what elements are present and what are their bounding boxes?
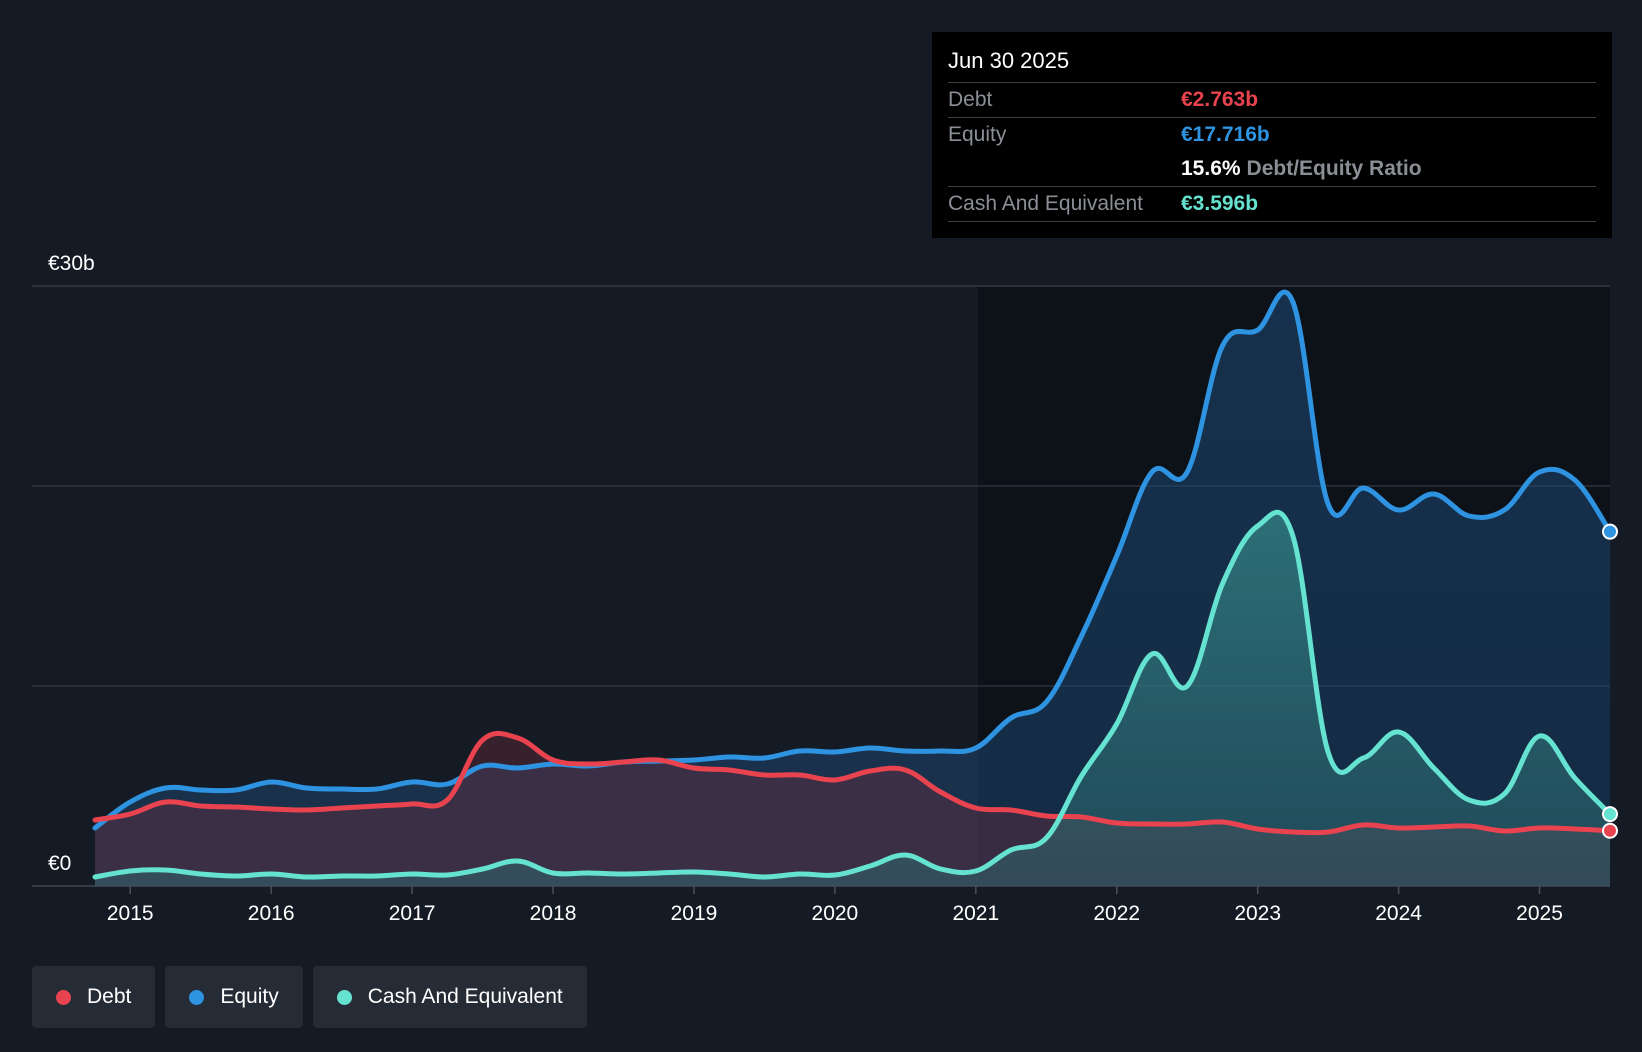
x-tick-label-2018: 2018: [530, 902, 577, 925]
tooltip-equity-row: Equity €17.716b: [948, 117, 1596, 152]
legend-label-cash: Cash And Equivalent: [367, 985, 563, 1008]
tooltip-debt-value: €2.763b: [1181, 88, 1259, 111]
x-tick-label-2016: 2016: [248, 902, 295, 925]
x-tick-label-2023: 2023: [1234, 902, 1281, 925]
legend-label-debt: Debt: [87, 985, 132, 1008]
equity-line: [92, 289, 1613, 831]
cash-line: [92, 509, 1613, 880]
tooltip-ratio-label: Debt/Equity Ratio: [1246, 157, 1422, 180]
x-tick-label-2017: 2017: [389, 902, 436, 925]
tooltip-equity-value: €17.716b: [1181, 123, 1270, 146]
x-tick-label-2020: 2020: [812, 902, 859, 925]
tooltip-debt-label: Debt: [948, 88, 993, 111]
legend-item-debt[interactable]: Debt: [32, 966, 156, 1028]
tooltip-cash-row: Cash And Equivalent €3.596b: [948, 186, 1596, 222]
tooltip-ratio-row: 15.6% Debt/Equity Ratio: [948, 152, 1596, 186]
x-tick-label-2022: 2022: [1093, 902, 1140, 925]
debt-end-marker: [1602, 822, 1618, 839]
x-tick-label-2024: 2024: [1375, 902, 1422, 925]
x-tick-label-2015: 2015: [107, 902, 154, 925]
x-tick-label-2025: 2025: [1516, 902, 1563, 925]
x-tick-label-2019: 2019: [671, 902, 718, 925]
y-tick-label-max: €30b: [48, 252, 95, 275]
y-tick-label-min: €0: [48, 852, 71, 875]
equity-dot-icon: [189, 989, 205, 1005]
debt-dot-icon: [56, 989, 71, 1005]
x-axis-ticks: 2015 2016 2017 2018 2019 2020 2021 2022 2023 2024…: [107, 886, 1563, 925]
end-markers: [1602, 523, 1618, 839]
legend-label-equity: Equity: [220, 985, 279, 1008]
cash-area: [95, 512, 1610, 886]
tooltip-cash-label: Cash And Equivalent: [948, 192, 1143, 215]
chart-legend: Debt Equity Cash And Equivalent: [32, 966, 597, 1028]
tooltip-cash-value: €3.596b: [1181, 192, 1259, 215]
legend-item-cash[interactable]: Cash And Equivalent: [312, 966, 587, 1028]
debt-line: [92, 730, 1613, 836]
tooltip-date: Jun 30 2025: [948, 48, 1070, 73]
equity-end-marker: [1602, 523, 1618, 540]
tooltip-debt-row: Debt €2.763b: [948, 82, 1596, 117]
cash-end-marker: [1602, 806, 1618, 823]
tooltip-ratio-value: 15.6%: [1181, 157, 1241, 180]
x-tick-label-2021: 2021: [952, 902, 999, 925]
legend-item-equity[interactable]: Equity: [165, 966, 303, 1028]
hover-tooltip: Jun 30 2025 Debt €2.763b Equity €17.716b…: [932, 32, 1612, 238]
cash-dot-icon: [336, 989, 352, 1005]
series-lines: [92, 289, 1613, 880]
tooltip-equity-label: Equity: [948, 123, 1007, 146]
